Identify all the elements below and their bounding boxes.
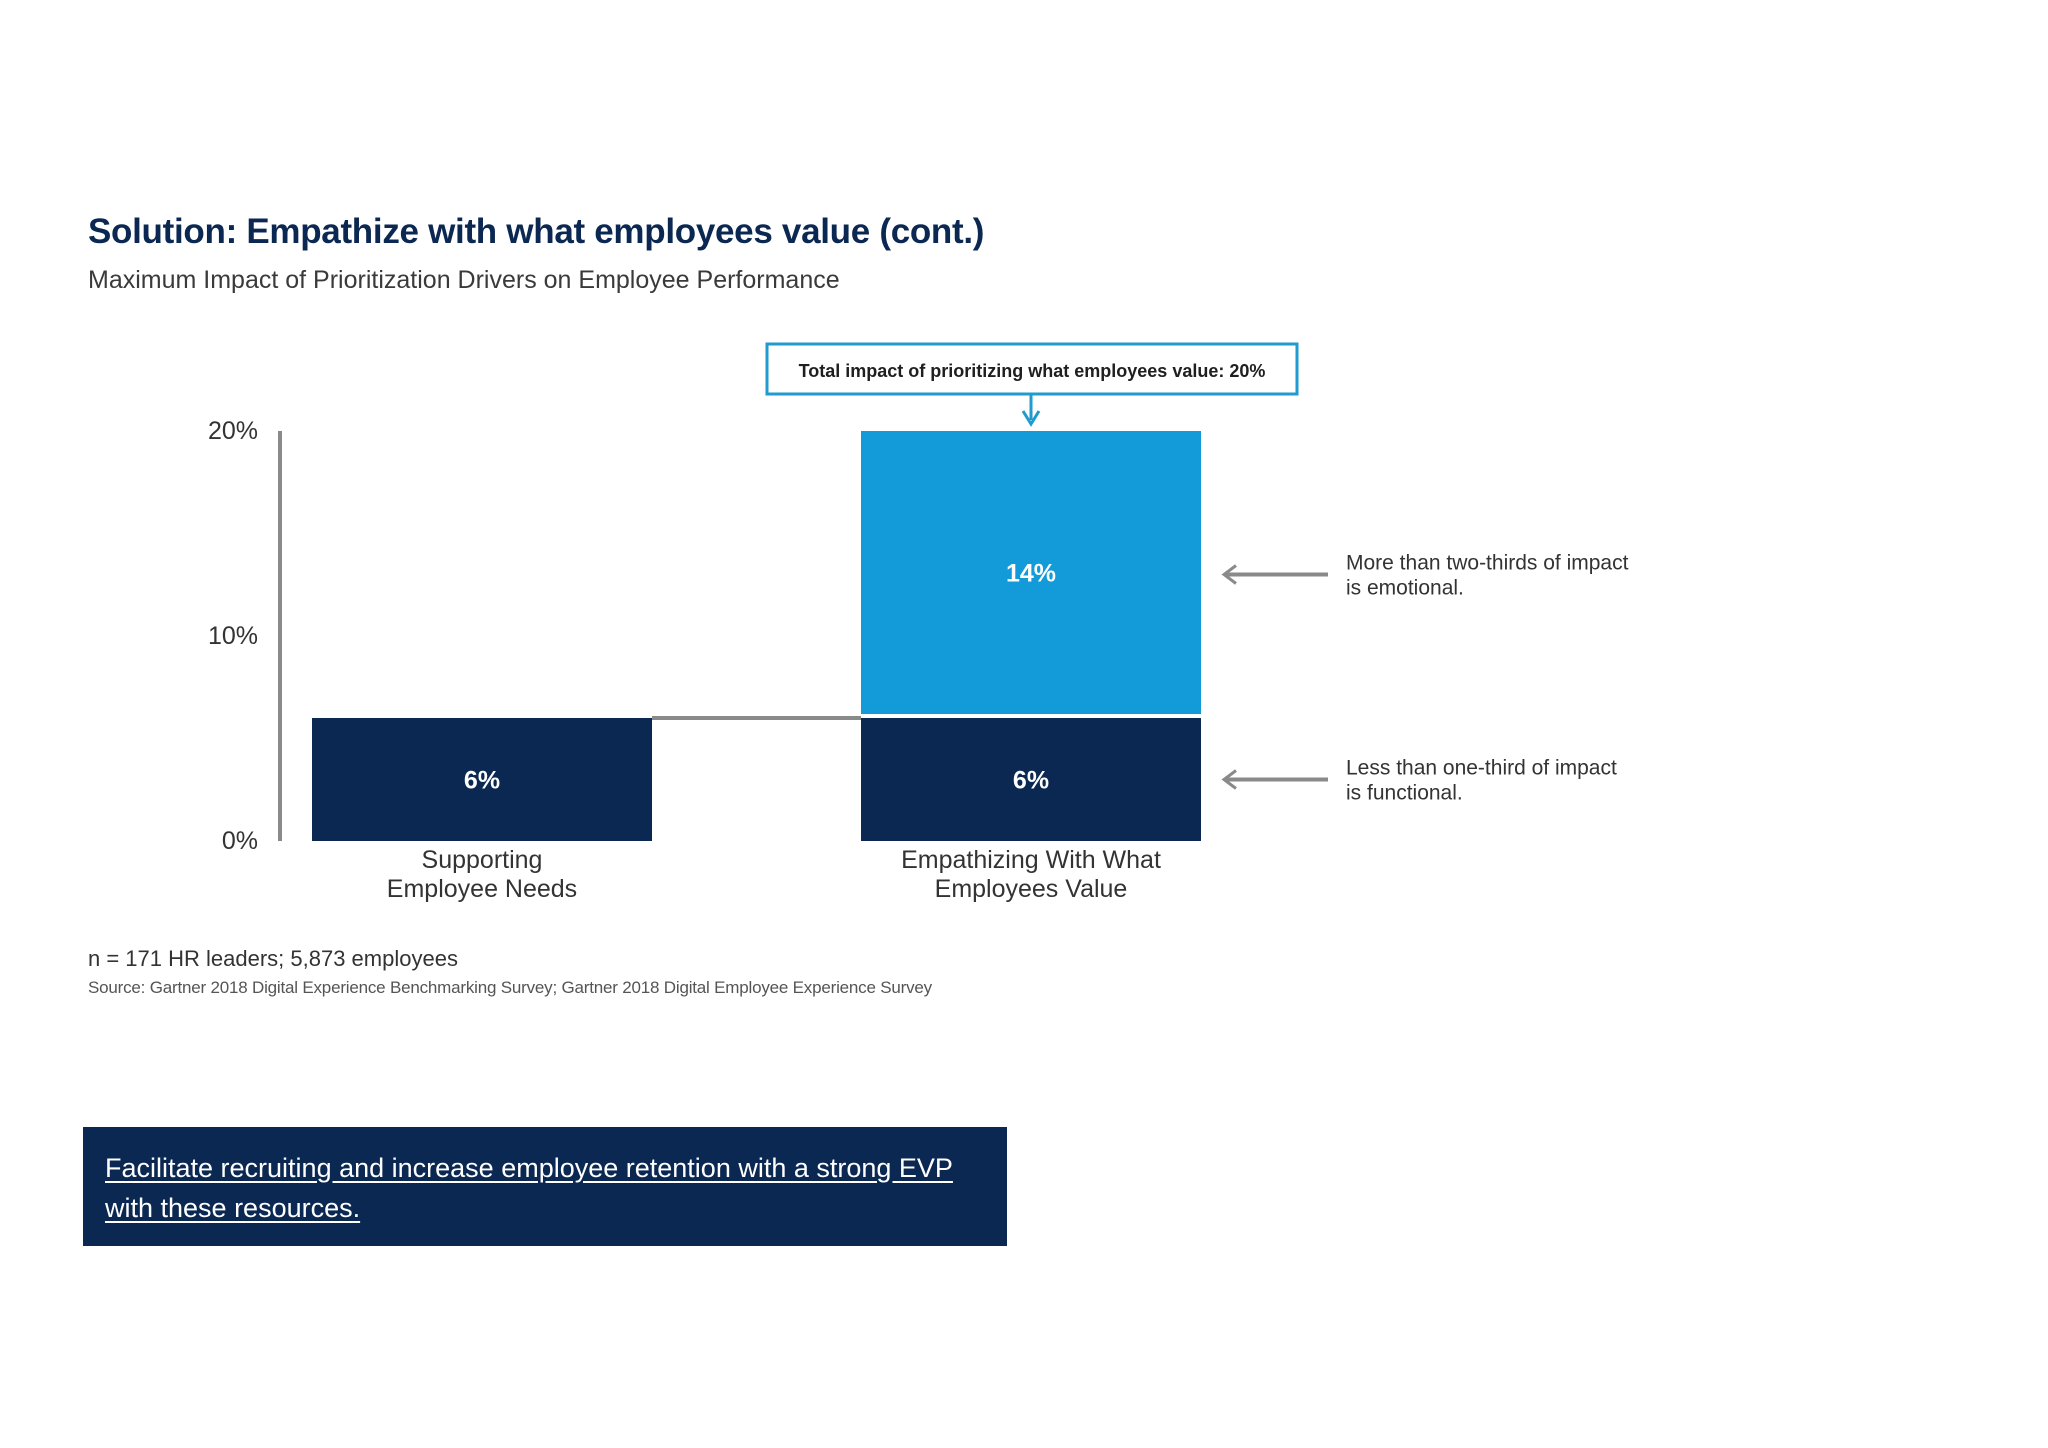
total-impact-text: Total impact of prioritizing what employ… <box>799 361 1266 381</box>
bar-value-label: 6% <box>464 767 500 795</box>
annotation-text: Less than one-third of impact is function… <box>1346 757 1617 805</box>
x-category-label: Empathizing With What Employees Value <box>901 846 1161 903</box>
total-impact-box <box>765 342 1299 396</box>
annotation-text: More than two-thirds of impact is emotion… <box>1346 552 1629 600</box>
bar-value-label: 6% <box>1013 767 1049 795</box>
y-tick-label: 10% <box>208 622 258 650</box>
down-arrow-head <box>1021 410 1041 427</box>
y-tick-label: 0% <box>222 827 258 855</box>
annotation-arrow-head <box>1221 769 1237 790</box>
bar-segment <box>861 718 1201 841</box>
sample-size-note: n = 171 HR leaders; 5,873 employees <box>88 946 458 971</box>
chart-subtitle: Maximum Impact of Prioritization Drivers… <box>88 266 840 294</box>
annotation-arrow-head <box>1221 564 1237 585</box>
x-category-label: Supporting Employee Needs <box>387 846 577 903</box>
resources-banner: Facilitate recruiting and increase emplo… <box>83 1127 1007 1246</box>
bar-segment <box>861 431 1201 714</box>
bar-value-label: 14% <box>1006 560 1056 588</box>
y-tick-label: 20% <box>208 417 258 445</box>
bar-segment <box>312 718 652 841</box>
source-note: Source: Gartner 2018 Digital Experience … <box>88 978 932 997</box>
resources-link[interactable]: Facilitate recruiting and increase emplo… <box>105 1153 953 1223</box>
page-title: Solution: Empathize with what employees … <box>88 212 985 251</box>
